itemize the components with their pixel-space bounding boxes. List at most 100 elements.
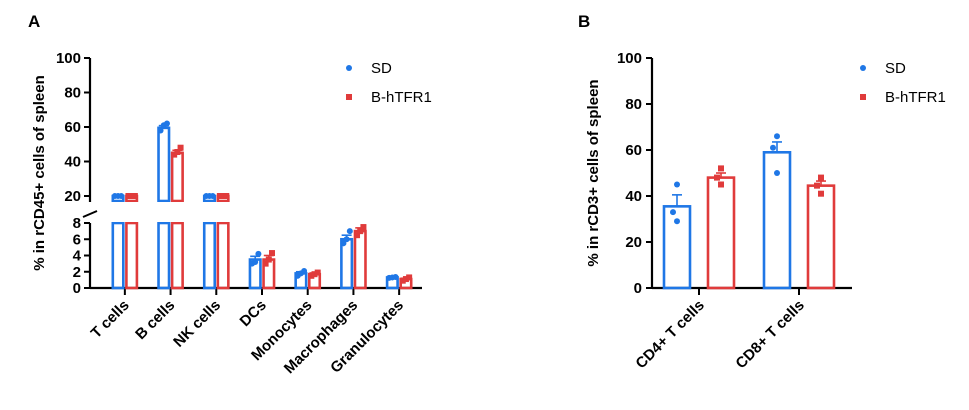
point-b-htfr1-granulocytes <box>406 274 413 281</box>
y-tick-label-a-40: 40 <box>64 154 81 171</box>
y-axis-title-a: % in rCD45+ cells of spleen <box>31 75 48 271</box>
point-b-htfr1-nk-cells <box>220 193 227 199</box>
bar-sd-t-cells-lower <box>111 221 125 290</box>
point-b-htfr1-t-cells <box>131 193 138 199</box>
bar-gap-b-htfr1-b-cells <box>170 202 185 222</box>
category-label-cd4-t-cells: CD4+ T cells <box>632 297 707 372</box>
bar-b-htfr1-nk-cells-lower <box>216 221 230 290</box>
point-b-htfr1-macrophages <box>360 224 367 231</box>
point-b-htfr1-macrophages <box>357 228 364 235</box>
point-b-htfr1-cd4-t-cells <box>718 181 724 188</box>
y-tick-label-b-0: 0 <box>634 280 642 297</box>
point-sd-monocytes <box>301 267 308 274</box>
point-sd-cd8-t-cells <box>770 144 776 151</box>
point-b-htfr1-monocytes <box>308 272 315 279</box>
point-b-htfr1-t-cells <box>125 193 132 199</box>
legend-marker-sd <box>860 65 866 71</box>
point-b-htfr1-dcs <box>265 256 272 263</box>
category-label-nk-cells: NK cells <box>170 297 224 351</box>
bar-b-htfr1-t-cells-lower <box>125 221 139 290</box>
bar-sd-macrophages <box>340 237 354 290</box>
point-sd-dcs <box>252 259 259 265</box>
bar-b-htfr1-b-cells-upper <box>170 151 184 203</box>
bar-sd-b-cells-lower <box>157 221 171 290</box>
legend-a: SD B-hTFR1 <box>346 60 432 106</box>
point-b-htfr1-cd8-t-cells <box>818 190 824 197</box>
y-tick-label-b-60: 60 <box>625 142 642 159</box>
y-tick-label-a-80: 80 <box>64 85 81 102</box>
point-sd-macrophages <box>346 228 353 235</box>
point-b-htfr1-cd4-t-cells <box>714 174 720 181</box>
legend-label-sd: SD <box>371 60 392 77</box>
bar-b-htfr1-b-cells-lower <box>170 221 184 290</box>
point-sd-cd8-t-cells <box>774 170 780 176</box>
point-b-htfr1-dcs <box>262 260 269 267</box>
category-label-dcs: DCs <box>237 297 270 330</box>
point-b-htfr1-dcs <box>269 250 275 257</box>
legend-marker-b-htfr1 <box>346 94 352 100</box>
legend-marker-b-htfr1 <box>860 94 866 100</box>
bar-sd-b-cells-upper <box>157 126 171 203</box>
point-sd-nk-cells <box>209 193 216 199</box>
point-sd-t-cells <box>118 193 125 199</box>
bar-gap-b-htfr1-t-cells <box>124 202 139 222</box>
y-tick-label-a-2: 2 <box>73 264 81 281</box>
bar-gap-sd-b-cells <box>156 202 172 222</box>
point-sd-dcs <box>255 250 262 257</box>
point-b-htfr1-t-cells <box>128 193 135 199</box>
point-b-htfr1-cd8-t-cells <box>814 182 820 189</box>
bar-gap-b-htfr1-nk-cells <box>215 202 231 222</box>
point-b-htfr1-nk-cells <box>223 193 230 199</box>
point-b-htfr1-nk-cells <box>216 193 223 199</box>
bar-b-htfr1-cd8-t-cells <box>806 184 836 290</box>
y-tick-label-a-0: 0 <box>73 280 81 297</box>
y-tick-label-b-100: 100 <box>617 50 642 67</box>
point-b-htfr1-monocytes <box>311 271 318 278</box>
axis-break-mark-a <box>82 210 98 218</box>
y-tick-label-b-40: 40 <box>625 188 642 205</box>
legend-label-b-htfr1: B-hTFR1 <box>885 89 946 106</box>
point-sd-cd8-t-cells <box>774 133 780 140</box>
y-tick-label-b-80: 80 <box>625 96 642 113</box>
bars-b <box>662 133 836 290</box>
y-axis-title-b: % in rCD3+ cells of spleen <box>585 79 602 266</box>
category-label-t-cells: T cells <box>88 297 133 342</box>
y-tick-label-b-20: 20 <box>625 234 642 251</box>
bar-b-htfr1-macrophages <box>353 229 367 290</box>
point-b-htfr1-granulocytes <box>402 276 409 283</box>
point-sd-cd4-t-cells <box>674 181 680 188</box>
bar-gap-sd-nk-cells <box>202 202 217 222</box>
panel-letter-a: A <box>28 12 40 31</box>
point-sd-macrophages <box>340 240 347 247</box>
legend-marker-sd <box>346 65 352 71</box>
legend-label-b-htfr1: B-hTFR1 <box>371 89 432 106</box>
y-tick-label-a-6: 6 <box>73 231 81 248</box>
legend-label-sd: SD <box>885 60 906 77</box>
point-sd-cd4-t-cells <box>674 218 680 225</box>
bars-a <box>110 120 413 290</box>
point-b-htfr1-cd4-t-cells <box>718 165 724 172</box>
point-b-htfr1-b-cells <box>174 149 181 156</box>
legend-b: SD B-hTFR1 <box>860 60 946 106</box>
point-b-htfr1-monocytes <box>314 269 321 276</box>
panel-letter-b: B <box>578 12 590 31</box>
panel-b: B % in rCD3+ cells of spleen 0 20 40 60 80 10… <box>578 12 946 372</box>
point-sd-cd4-t-cells <box>670 209 676 216</box>
bar-b-htfr1-cd4-t-cells <box>706 176 736 290</box>
point-b-htfr1-b-cells <box>171 151 178 158</box>
point-b-htfr1-macrophages <box>354 232 361 239</box>
point-sd-b-cells <box>163 120 170 127</box>
point-sd-b-cells <box>157 127 164 134</box>
point-b-htfr1-granulocytes <box>399 277 406 284</box>
y-tick-label-a-8: 8 <box>73 215 81 232</box>
point-sd-macrophages <box>343 236 350 243</box>
bar-gap-sd-t-cells <box>110 202 126 222</box>
bar-sd-nk-cells-lower <box>202 221 217 290</box>
y-tick-label-a-100: 100 <box>56 50 81 67</box>
y-tick-label-a-20: 20 <box>64 188 81 205</box>
y-tick-label-a-60: 60 <box>64 119 81 136</box>
category-label-cd8-t-cells: CD8+ T cells <box>732 297 807 372</box>
point-b-htfr1-cd8-t-cells <box>818 174 824 181</box>
